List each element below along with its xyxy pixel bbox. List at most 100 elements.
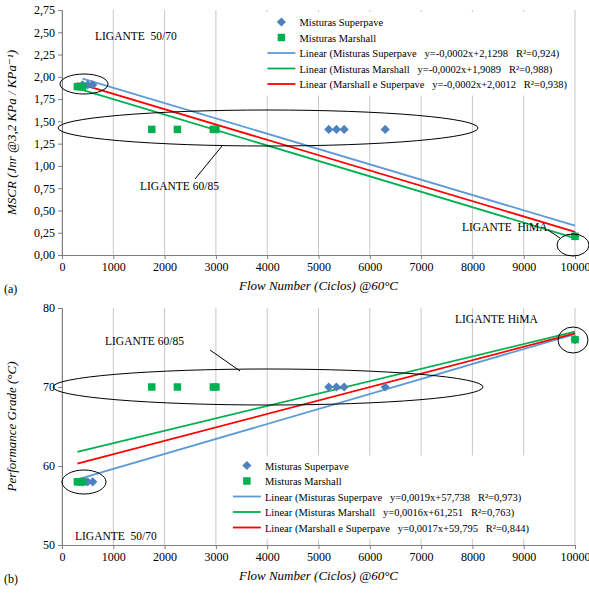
legend: Misturas SuperpaveMisturas MarshallLinea… xyxy=(229,456,535,540)
y-tick: 0,00 xyxy=(34,248,62,262)
point xyxy=(570,232,579,241)
point xyxy=(570,335,579,344)
point xyxy=(212,383,219,390)
annotation-text: LIGANTE HiMA xyxy=(462,221,548,233)
annotation-ellipse xyxy=(58,110,478,146)
x-tick-mark xyxy=(113,255,114,259)
x-tick-mark xyxy=(524,545,525,549)
annotation-leader xyxy=(210,350,240,371)
trend-line xyxy=(77,83,575,232)
y-tick-mark xyxy=(58,466,62,467)
y-tick-label: 2,25 xyxy=(34,48,55,62)
annotation-text: LIGANTE 50/70 xyxy=(95,30,177,42)
grid-line xyxy=(164,10,165,255)
x-tick-label: 7000 xyxy=(410,550,434,564)
x-axis: 0100020003000400050006000700080009000100… xyxy=(60,255,589,274)
point xyxy=(79,478,86,485)
x-tick-label: 3000 xyxy=(204,550,228,564)
point xyxy=(174,383,181,390)
x-tick: 1000 xyxy=(102,545,126,564)
y-tick-label: 1,00 xyxy=(34,159,55,173)
y-tick: 0,25 xyxy=(34,226,62,240)
legend-swatch xyxy=(278,34,285,41)
legend-label: Misturas Marshall xyxy=(299,33,376,44)
series-points xyxy=(74,83,579,240)
x-tick-mark xyxy=(421,255,422,259)
y-tick-mark xyxy=(58,121,62,122)
y-tick-mark xyxy=(58,387,62,388)
y-tick-mark xyxy=(58,32,62,33)
y-tick-label: 1,25 xyxy=(34,137,55,151)
point xyxy=(340,382,349,391)
y-tick-label: 50 xyxy=(43,538,55,552)
x-tick: 8000 xyxy=(461,255,485,274)
point xyxy=(88,80,97,89)
point xyxy=(78,80,87,89)
annotation-leader xyxy=(548,230,560,238)
point xyxy=(212,126,219,133)
x-tick-mark xyxy=(113,545,114,549)
y-tick: 60 xyxy=(43,459,62,473)
y-tick-mark xyxy=(58,545,62,546)
x-tick-mark xyxy=(472,255,473,259)
x-tick-mark xyxy=(370,545,371,549)
y-tick-mark xyxy=(58,55,62,56)
annotation-ellipse xyxy=(558,327,588,353)
x-tick-label: 0 xyxy=(60,550,66,564)
point xyxy=(381,382,390,391)
point xyxy=(381,125,390,134)
x-tick-label: 8000 xyxy=(461,260,485,274)
x-tick-label: 8000 xyxy=(461,550,485,564)
annotations: LIGANTE 50/70LIGANTE 60/85LIGANTE HiMA xyxy=(58,30,589,256)
x-tick: 1000 xyxy=(102,255,126,274)
x-tick-mark xyxy=(216,545,217,549)
x-tick: 9000 xyxy=(512,545,536,564)
y-axis: 50607080 xyxy=(43,301,63,552)
x-tick-label: 7000 xyxy=(410,260,434,274)
legend-swatch xyxy=(233,527,261,529)
y-tick: 0,75 xyxy=(34,182,62,196)
y-tick-mark xyxy=(58,166,62,167)
legend-label: Misturas Superpave xyxy=(299,17,383,28)
annotation-ellipse xyxy=(557,234,589,256)
point xyxy=(78,477,87,486)
legend-label: Linear (Marshall e Superpave y=0,0017x+5… xyxy=(265,523,530,535)
x-tick-label: 4000 xyxy=(256,550,280,564)
trend-line xyxy=(77,333,575,463)
grid xyxy=(62,308,575,545)
x-tick: 7000 xyxy=(410,545,434,564)
grid-line xyxy=(575,10,576,255)
x-tick-mark xyxy=(165,545,166,549)
y-tick: 1,00 xyxy=(34,159,62,173)
annotation-text: LIGANTE 50/70 xyxy=(75,530,157,542)
x-tick: 8000 xyxy=(461,545,485,564)
x-axis-title: Flow Number (Ciclos) @60°C xyxy=(238,568,398,583)
x-tick: 2000 xyxy=(153,255,177,274)
annotation-ellipse xyxy=(60,74,108,94)
legend-background xyxy=(263,12,573,96)
grid xyxy=(62,10,575,255)
y-tick-label: 2,50 xyxy=(34,26,55,40)
legend-label: Linear (Misturas Superpave y=-0,0002x+2,… xyxy=(299,48,559,60)
y-tick: 1,75 xyxy=(34,92,62,106)
x-tick-mark xyxy=(216,255,217,259)
trend-line xyxy=(83,79,575,226)
x-tick: 9000 xyxy=(512,255,536,274)
y-tick: 2,50 xyxy=(34,26,62,40)
annotation-leader xyxy=(195,146,222,179)
x-tick: 5000 xyxy=(307,545,331,564)
y-axis-line xyxy=(58,11,63,256)
y-tick-label: 1,75 xyxy=(34,92,55,106)
grid-line xyxy=(113,10,114,255)
y-axis-title: Performance Grade (°C) xyxy=(4,361,19,492)
x-tick-label: 10000 xyxy=(561,260,589,274)
legend-swatch xyxy=(267,83,295,85)
x-tick-label: 10000 xyxy=(561,550,589,564)
x-tick: 3000 xyxy=(204,255,228,274)
x-tick-label: 5000 xyxy=(307,260,331,274)
x-tick-mark xyxy=(267,545,268,549)
panel-title: (a) xyxy=(4,282,17,296)
x-tick-label: 3000 xyxy=(204,260,228,274)
x-tick: 4000 xyxy=(256,545,280,564)
x-tick-label: 9000 xyxy=(512,550,536,564)
